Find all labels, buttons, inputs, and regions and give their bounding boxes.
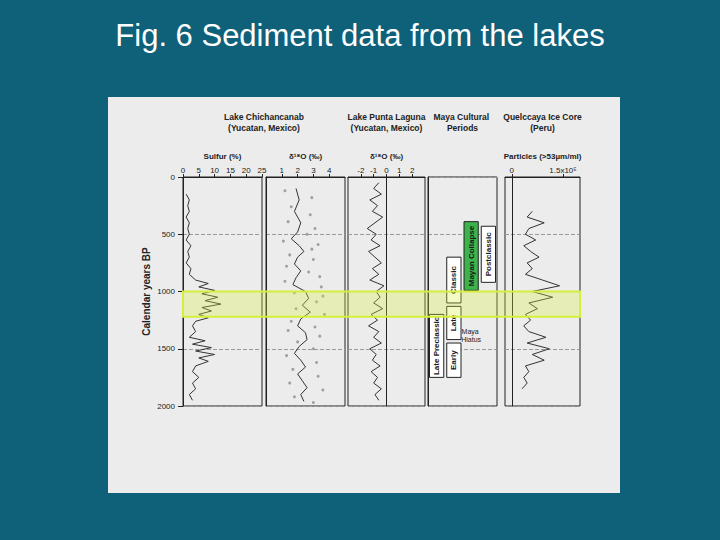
svg-text:500: 500 <box>162 230 176 239</box>
svg-text:-2: -2 <box>357 166 365 175</box>
svg-text:Mayan Collapse: Mayan Collapse <box>467 225 476 286</box>
svg-text:5: 5 <box>197 166 202 175</box>
svg-text:Late: Late <box>449 314 459 332</box>
svg-text:1000: 1000 <box>157 287 175 296</box>
svg-text:1500: 1500 <box>157 344 175 353</box>
svg-text:1: 1 <box>280 166 285 175</box>
svg-text:15: 15 <box>226 166 235 175</box>
svg-text:1.5x10⁵: 1.5x10⁵ <box>549 166 576 175</box>
svg-text:10: 10 <box>210 166 219 175</box>
svg-text:Postclassic: Postclassic <box>484 232 493 277</box>
svg-text:(Peru): (Peru) <box>530 123 555 133</box>
svg-text:(Yucatan, Mexico): (Yucatan, Mexico) <box>351 123 423 133</box>
svg-text:0: 0 <box>510 166 515 175</box>
svg-text:1: 1 <box>397 166 402 175</box>
svg-text:4: 4 <box>327 166 332 175</box>
svg-text:3: 3 <box>311 166 316 175</box>
svg-text:Late Preclassic: Late Preclassic <box>432 316 441 375</box>
svg-text:Lake Chichancanab: Lake Chichancanab <box>224 112 304 122</box>
svg-text:Classic: Classic <box>449 265 458 294</box>
svg-text:0: 0 <box>181 166 186 175</box>
svg-text:(Yucatan, Mexico): (Yucatan, Mexico) <box>228 123 300 133</box>
svg-text:Hiatus: Hiatus <box>461 336 481 343</box>
svg-text:Quelccaya Ice Core: Quelccaya Ice Core <box>503 112 582 122</box>
svg-text:Calendar years BP: Calendar years BP <box>141 247 152 336</box>
svg-text:0: 0 <box>384 166 389 175</box>
svg-text:-1: -1 <box>370 166 378 175</box>
svg-text:Maya: Maya <box>462 328 481 336</box>
svg-text:δ¹⁸O (‰): δ¹⁸O (‰) <box>289 152 322 161</box>
svg-text:Lake Punta Laguna: Lake Punta Laguna <box>348 112 426 122</box>
svg-text:δ¹⁸O (‰): δ¹⁸O (‰) <box>370 152 403 161</box>
svg-text:25: 25 <box>258 166 267 175</box>
svg-text:20: 20 <box>242 166 251 175</box>
svg-text:Periods: Periods <box>447 123 478 133</box>
svg-text:Sulfur (%): Sulfur (%) <box>204 152 242 161</box>
svg-text:2: 2 <box>295 166 300 175</box>
svg-text:Early: Early <box>449 350 458 370</box>
svg-text:Maya Cultural: Maya Cultural <box>433 112 491 122</box>
svg-text:2000: 2000 <box>157 402 175 411</box>
html-text:Fig. 6 Sediment data from the: Fig. 6 Sediment data from the lakes <box>115 18 605 53</box>
svg-text:2: 2 <box>410 166 415 175</box>
svg-text:0: 0 <box>171 173 176 182</box>
svg-text:Particles (>53µm/ml): Particles (>53µm/ml) <box>504 152 582 161</box>
